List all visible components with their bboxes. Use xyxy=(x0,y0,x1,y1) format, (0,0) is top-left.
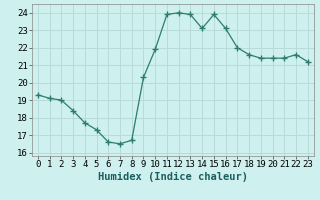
X-axis label: Humidex (Indice chaleur): Humidex (Indice chaleur) xyxy=(98,172,248,182)
